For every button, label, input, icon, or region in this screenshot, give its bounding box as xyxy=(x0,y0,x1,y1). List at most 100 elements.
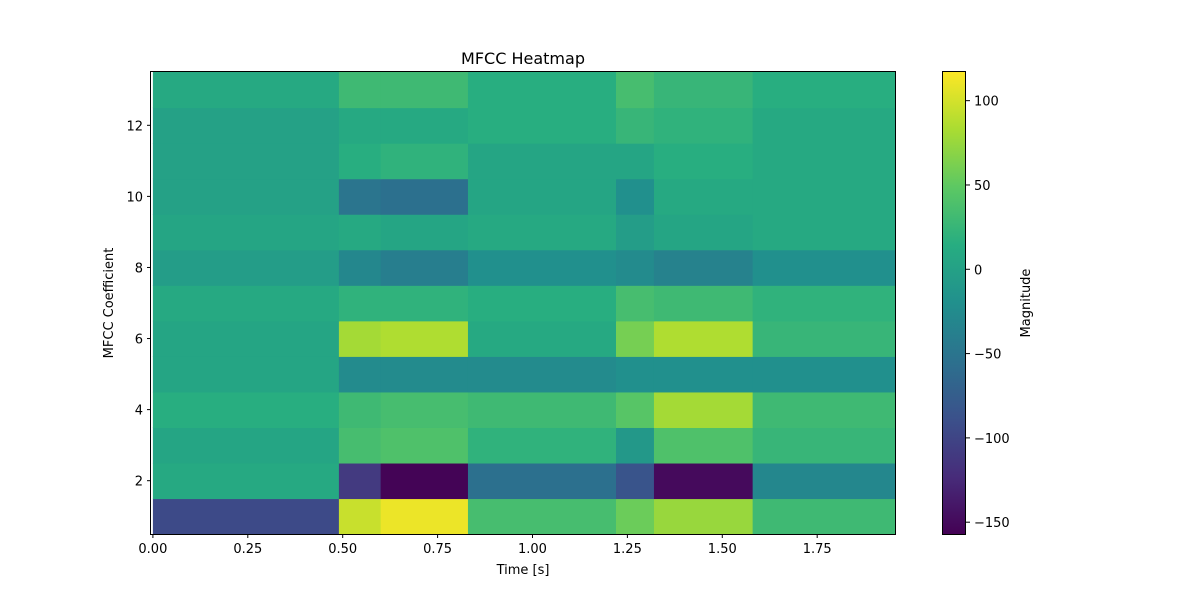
y-tick-label: 6 xyxy=(135,333,143,348)
heatmap-cell xyxy=(653,143,754,180)
y-axis: 2 4 6 8 10 12 xyxy=(126,119,151,490)
heatmap-cell xyxy=(152,356,340,393)
heatmap-cell xyxy=(467,391,617,428)
heatmap-cell xyxy=(380,498,469,535)
heatmap-cell xyxy=(752,462,896,500)
heatmap-cell xyxy=(752,391,896,428)
heatmap-cell xyxy=(752,214,896,251)
colorbar-tick-label: 0 xyxy=(974,263,982,278)
heatmap-cell xyxy=(653,72,754,109)
heatmap-cell xyxy=(380,391,469,428)
heatmap-cell xyxy=(380,143,469,180)
heatmap-cell xyxy=(152,178,340,215)
heatmap-cell xyxy=(653,462,754,500)
heatmap-cell xyxy=(752,320,896,357)
x-tick-label: 1.25 xyxy=(613,542,642,557)
heatmap-cell xyxy=(380,285,469,322)
chart-title: MFCC Heatmap xyxy=(461,49,585,68)
heatmap-cell xyxy=(752,427,896,464)
heatmap-cell xyxy=(467,249,617,286)
heatmap-cell xyxy=(380,462,469,500)
colorbar-tick-label: −150 xyxy=(974,516,1010,531)
heatmap-cell xyxy=(616,214,655,251)
heatmap-cell xyxy=(338,356,382,393)
heatmap-cell xyxy=(380,178,469,215)
y-axis-label: MFCC Coefficient xyxy=(102,248,117,359)
heatmap-cell xyxy=(653,107,754,144)
heatmap-cell xyxy=(467,462,617,500)
heatmap-cell xyxy=(616,356,655,393)
heatmap-cell xyxy=(616,178,655,215)
x-axis: 0.00 0.25 0.50 0.75 1.00 1.25 1.50 1.75 xyxy=(138,534,832,557)
heatmap-cell xyxy=(752,178,896,215)
colorbar-tick-label: 100 xyxy=(974,95,999,110)
heatmap-cell xyxy=(752,72,896,109)
heatmap-cell xyxy=(152,72,340,109)
heatmap-cell xyxy=(152,391,340,428)
heatmap-cell xyxy=(752,143,896,180)
heatmap-cell xyxy=(338,391,382,428)
heatmap-cell xyxy=(380,356,469,393)
heatmap-cell xyxy=(152,285,340,322)
heatmap-cell xyxy=(152,249,340,286)
heatmap-cell xyxy=(338,427,382,464)
heatmap-cell xyxy=(338,462,382,500)
x-tick-label: 1.00 xyxy=(518,542,547,557)
heatmap-cell xyxy=(467,214,617,251)
x-tick-label: 0.50 xyxy=(328,542,357,557)
colorbar xyxy=(942,71,966,535)
heatmap-cell xyxy=(152,107,340,144)
y-tick-label: 10 xyxy=(126,190,143,205)
heatmap-cell xyxy=(338,498,382,535)
colorbar-tick-label: −100 xyxy=(974,432,1010,447)
heatmap-cell xyxy=(467,107,617,144)
heatmap-cell xyxy=(338,320,382,357)
heatmap-cell xyxy=(467,178,617,215)
heatmap-cell xyxy=(380,72,469,109)
heatmap-cell xyxy=(616,427,655,464)
heatmap-cell xyxy=(380,249,469,286)
x-tick-label: 1.75 xyxy=(803,542,832,557)
heatmap-cell xyxy=(338,143,382,180)
heatmap-cell xyxy=(653,427,754,464)
heatmap-cell xyxy=(653,285,754,322)
y-tick-label: 12 xyxy=(126,119,143,134)
heatmap-cell xyxy=(653,214,754,251)
heatmap-cell xyxy=(752,356,896,393)
heatmap-cell xyxy=(152,320,340,357)
heatmap-cell xyxy=(616,72,655,109)
heatmap-cell xyxy=(616,498,655,535)
y-tick-label: 8 xyxy=(135,261,143,276)
heatmap-cell xyxy=(616,462,655,500)
x-tick-label: 1.50 xyxy=(708,542,737,557)
y-tick-label: 2 xyxy=(135,475,143,490)
heatmap-cell xyxy=(152,214,340,251)
heatmap-cell xyxy=(752,285,896,322)
heatmap-cell xyxy=(338,285,382,322)
heatmap-cell xyxy=(338,214,382,251)
x-tick-label: 0.75 xyxy=(423,542,452,557)
colorbar-tick-label: 50 xyxy=(974,179,991,194)
heatmap-cell xyxy=(338,107,382,144)
colorbar-tick-label: −50 xyxy=(974,348,1001,363)
heatmap-cell xyxy=(380,427,469,464)
heatmap-cell xyxy=(653,356,754,393)
colorbar-label: Magnitude xyxy=(1019,269,1034,338)
heatmap-cell xyxy=(653,249,754,286)
heatmap-cell xyxy=(653,498,754,535)
heatmap-cell xyxy=(152,427,340,464)
heatmap-cell xyxy=(616,249,655,286)
heatmap-cell xyxy=(467,320,617,357)
heatmap-cell xyxy=(467,285,617,322)
heatmap-cell xyxy=(752,107,896,144)
heatmap-cell xyxy=(653,391,754,428)
heatmap-cell xyxy=(338,249,382,286)
heatmap-cell xyxy=(380,214,469,251)
x-axis-label: Time [s] xyxy=(496,563,550,578)
heatmap-cell xyxy=(467,356,617,393)
heatmap-cell xyxy=(616,285,655,322)
heatmap-cell xyxy=(467,427,617,464)
heatmap-cell xyxy=(152,498,340,535)
heatmap-cell xyxy=(380,107,469,144)
